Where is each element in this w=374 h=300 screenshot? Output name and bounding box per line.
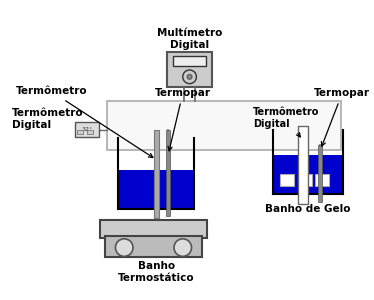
Bar	[87, 130, 93, 134]
Bar	[298, 126, 308, 204]
Bar	[298, 174, 312, 186]
Text: Termômetro: Termômetro	[15, 86, 153, 158]
Bar	[119, 170, 193, 208]
Bar	[77, 130, 83, 134]
Bar	[315, 174, 329, 186]
Circle shape	[116, 239, 133, 256]
Text: Banho
Termostático: Banho Termostático	[118, 261, 195, 283]
Text: Multímetro
Digital: Multímetro Digital	[157, 28, 222, 50]
Text: Termômetro
Digital: Termômetro Digital	[253, 107, 319, 137]
Bar	[318, 145, 322, 202]
Text: 32°: 32°	[82, 127, 93, 132]
Text: Banho de Gelo: Banho de Gelo	[265, 204, 350, 214]
Bar	[166, 130, 170, 216]
Bar	[273, 154, 342, 193]
Bar	[100, 220, 207, 238]
Circle shape	[174, 239, 191, 256]
Text: Termômetro
Digital: Termômetro Digital	[12, 108, 84, 130]
Circle shape	[187, 74, 192, 79]
Bar	[280, 174, 294, 186]
Text: Termopar: Termopar	[155, 88, 211, 151]
Text: Termopar: Termopar	[314, 88, 370, 146]
Bar	[105, 236, 202, 257]
Bar	[167, 52, 212, 87]
Bar	[173, 56, 206, 66]
Circle shape	[183, 70, 196, 84]
Bar	[107, 101, 341, 150]
Bar	[154, 130, 159, 218]
Bar	[76, 122, 99, 137]
